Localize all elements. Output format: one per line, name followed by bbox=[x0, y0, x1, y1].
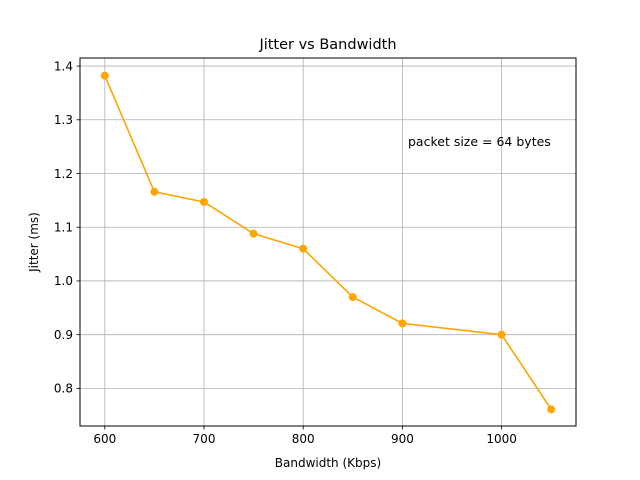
y-axis-ticks: 0.8 0.9 1.0 1.1 1.2 1.3 1.4 bbox=[54, 59, 80, 396]
data-point bbox=[547, 405, 556, 414]
data-point bbox=[200, 197, 208, 206]
y-tick-label: 1.1 bbox=[54, 221, 73, 235]
data-point bbox=[398, 319, 407, 328]
series-line-group bbox=[100, 71, 556, 414]
y-tick-label: 1.0 bbox=[54, 274, 73, 288]
x-tick-label: 700 bbox=[193, 432, 216, 446]
y-tick-label: 1.3 bbox=[54, 113, 73, 127]
x-axis-label: Bandwidth (Kbps) bbox=[275, 456, 381, 470]
y-tick-label: 1.4 bbox=[54, 59, 73, 73]
grid bbox=[80, 58, 576, 426]
x-tick-label: 900 bbox=[391, 432, 414, 446]
plot-frame bbox=[79, 57, 577, 427]
x-tick-label: 1000 bbox=[486, 432, 517, 446]
data-point bbox=[150, 187, 159, 196]
data-point bbox=[497, 330, 506, 339]
data-point bbox=[299, 244, 308, 253]
y-tick-label: 1.2 bbox=[54, 167, 73, 181]
x-axis-ticks: 600 700 800 900 1000 bbox=[93, 426, 517, 446]
x-tick-label: 600 bbox=[93, 432, 116, 446]
y-axis-label: Jitter (ms) bbox=[27, 212, 41, 273]
y-tick-label: 0.8 bbox=[54, 382, 73, 396]
y-tick-label: 0.9 bbox=[54, 328, 73, 342]
annotation-packet-size: packet size = 64 bytes bbox=[408, 134, 551, 149]
data-point bbox=[100, 71, 109, 80]
data-point bbox=[348, 293, 357, 302]
data-point bbox=[249, 229, 258, 238]
x-tick-label: 800 bbox=[292, 432, 315, 446]
chart-title: Jitter vs Bandwidth bbox=[258, 37, 396, 53]
